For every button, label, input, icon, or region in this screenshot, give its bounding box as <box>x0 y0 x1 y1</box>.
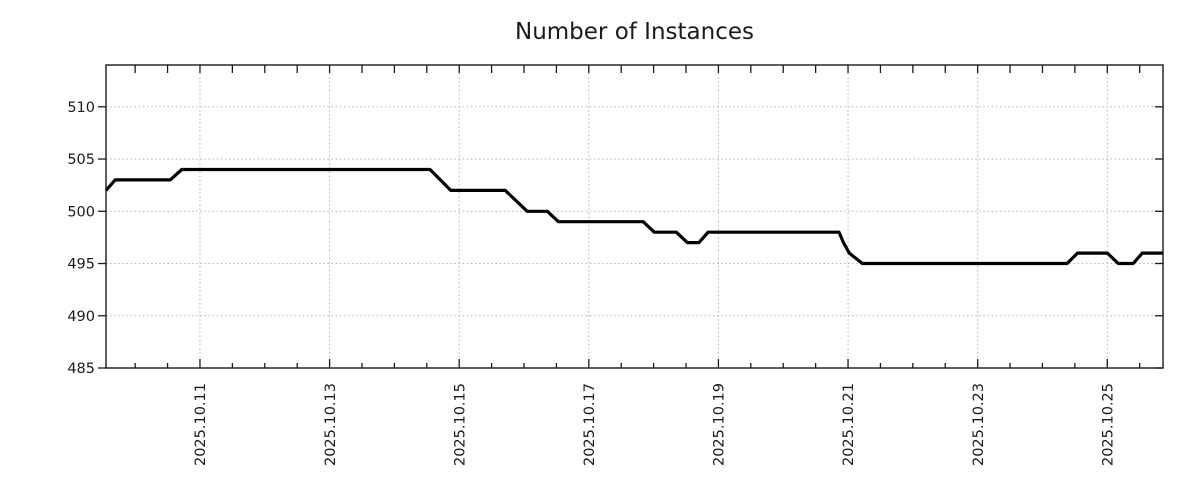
y-tick-label: 505 <box>67 152 95 168</box>
y-tick-label: 485 <box>67 361 95 377</box>
x-tick-label: 2025.10.21 <box>841 383 857 466</box>
x-tick-label: 2025.10.17 <box>582 383 598 466</box>
y-tick-label: 500 <box>67 204 95 220</box>
plot-frame <box>105 64 1164 369</box>
y-axis-labels: 485 490 495 500 505 510 <box>67 100 95 377</box>
y-tick-label: 490 <box>67 309 95 325</box>
gridlines <box>106 65 1163 369</box>
y-tick-label: 495 <box>67 257 95 273</box>
x-tick-label: 2025.10.11 <box>193 383 209 466</box>
x-tick-label: 2025.10.13 <box>323 383 339 466</box>
series-line-instances <box>104 167 1163 266</box>
x-axis-labels: 2025.10.11 2025.10.13 2025.10.15 2025.10.17… <box>193 383 1116 466</box>
line-series <box>104 167 1163 266</box>
axis-ticks <box>98 65 1163 369</box>
x-tick-label: 2025.10.19 <box>712 383 728 466</box>
x-tick-label: 2025.10.15 <box>452 383 468 466</box>
chart-title: Number of Instances <box>515 19 754 45</box>
y-tick-label: 510 <box>67 100 95 116</box>
x-tick-label: 2025.10.25 <box>1100 383 1116 466</box>
x-tick-label: 2025.10.23 <box>971 383 987 466</box>
